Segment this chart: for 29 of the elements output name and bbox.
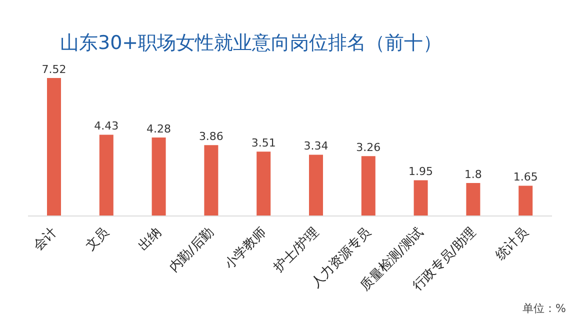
bar xyxy=(518,186,533,216)
data-label: 1.95 xyxy=(408,165,434,178)
data-label: 1.65 xyxy=(513,170,538,184)
x-tick-label: 会计 xyxy=(30,225,60,254)
bar xyxy=(466,182,480,216)
data-label: 1.8 xyxy=(464,168,482,181)
bar xyxy=(414,180,428,216)
data-label: 7.52 xyxy=(42,63,66,76)
chart-title: 山东30+职场女性就业意向岗位排名（前十） xyxy=(60,31,442,56)
x-tick-label: 统计员 xyxy=(493,225,532,264)
x-tick-label: 内勤/后勤 xyxy=(166,225,218,276)
data-label: 3.26 xyxy=(356,141,381,154)
data-label: 3.34 xyxy=(304,140,328,153)
text: 单位：% xyxy=(522,301,566,316)
bar xyxy=(152,137,166,216)
data-label: 4.28 xyxy=(146,122,172,136)
data-label: 4.43 xyxy=(94,120,119,133)
x-tick-label: 护士/护理 xyxy=(270,225,322,276)
bar xyxy=(204,145,218,216)
bar xyxy=(256,152,271,216)
bar xyxy=(309,154,323,216)
x-tick-label: 出纳 xyxy=(136,225,165,254)
bar xyxy=(361,156,376,216)
x-tick-label: 文员 xyxy=(83,225,112,254)
bar xyxy=(47,78,61,216)
x-tick-label: 小学教师 xyxy=(222,225,270,272)
bar xyxy=(99,134,114,216)
data-label: 3.86 xyxy=(198,130,224,144)
data-label: 3.51 xyxy=(251,136,276,150)
